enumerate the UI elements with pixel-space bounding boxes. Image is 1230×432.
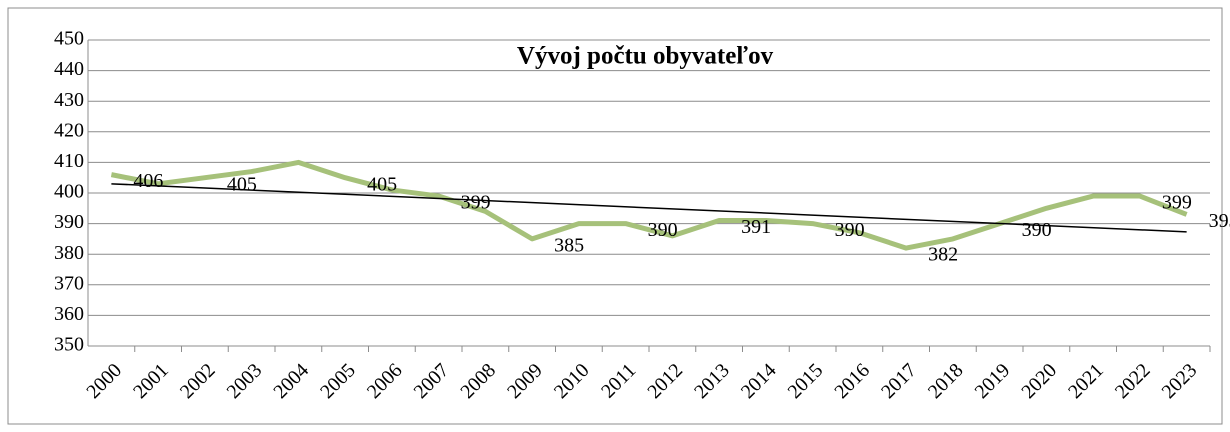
y-tick-label: 390 [54, 211, 84, 233]
data-label: 399 [1162, 192, 1192, 214]
data-label: 405 [227, 173, 257, 195]
data-label: 390 [1022, 219, 1052, 241]
chart-title: Vývoj počtu obyvateľov [517, 43, 774, 70]
y-tick-label: 440 [54, 58, 84, 80]
data-label: 390 [648, 219, 678, 241]
data-label: 406 [133, 170, 163, 192]
data-label: 385 [554, 234, 584, 256]
trendline [111, 183, 1187, 233]
data-label: 391 [741, 216, 771, 238]
y-tick-label: 400 [54, 181, 84, 203]
data-line [110, 159, 1188, 251]
y-tick-label: 380 [54, 242, 84, 264]
y-tick-label: 370 [54, 272, 84, 294]
data-label: 382 [928, 244, 958, 266]
data-label: 390 [835, 219, 865, 241]
y-tick-label: 450 [54, 28, 84, 50]
data-label: 405 [367, 173, 397, 195]
y-tick-label: 430 [54, 89, 84, 111]
y-tick-label: 420 [54, 119, 84, 141]
y-tick-label: 410 [54, 150, 84, 172]
data-label: 393 [1209, 210, 1230, 232]
data-label: 399 [461, 192, 491, 214]
y-tick-label: 360 [54, 303, 84, 325]
y-tick-label: 350 [54, 334, 84, 356]
